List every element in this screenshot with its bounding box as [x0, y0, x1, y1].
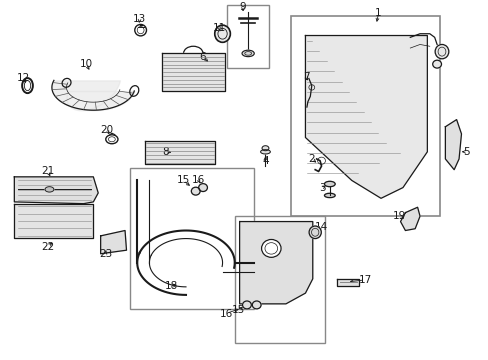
Ellipse shape — [432, 60, 441, 68]
Ellipse shape — [242, 50, 254, 57]
Text: 18: 18 — [164, 281, 178, 291]
Polygon shape — [101, 230, 126, 254]
Text: 22: 22 — [41, 242, 55, 252]
Polygon shape — [400, 207, 419, 230]
Text: 7: 7 — [302, 72, 308, 82]
Ellipse shape — [242, 301, 251, 309]
Ellipse shape — [324, 181, 334, 187]
Text: 15: 15 — [176, 175, 189, 185]
Ellipse shape — [45, 187, 54, 192]
Text: 3: 3 — [319, 183, 325, 193]
Text: 1: 1 — [374, 8, 381, 18]
Text: 6: 6 — [199, 52, 206, 62]
Ellipse shape — [261, 239, 281, 257]
Ellipse shape — [191, 187, 200, 195]
Ellipse shape — [308, 226, 321, 239]
Ellipse shape — [434, 45, 448, 59]
Polygon shape — [336, 279, 358, 286]
Text: 17: 17 — [358, 275, 371, 285]
Polygon shape — [305, 36, 427, 198]
Text: 5: 5 — [462, 147, 468, 157]
Text: 16: 16 — [192, 175, 205, 185]
Text: 13: 13 — [133, 14, 146, 24]
Text: 20: 20 — [100, 125, 113, 135]
Polygon shape — [161, 53, 224, 91]
Polygon shape — [239, 221, 312, 304]
Text: 12: 12 — [17, 73, 30, 84]
Text: 10: 10 — [80, 59, 92, 69]
Text: 4: 4 — [262, 156, 268, 166]
Ellipse shape — [324, 193, 334, 198]
Text: 21: 21 — [41, 166, 55, 176]
Bar — [290, 16, 439, 216]
Text: 2: 2 — [308, 154, 314, 164]
Polygon shape — [14, 177, 98, 204]
Ellipse shape — [198, 184, 207, 192]
Ellipse shape — [214, 25, 230, 42]
Text: 16: 16 — [219, 309, 232, 319]
Text: 11: 11 — [212, 23, 225, 33]
Text: 14: 14 — [314, 222, 327, 232]
Polygon shape — [144, 141, 215, 164]
Polygon shape — [14, 204, 93, 238]
Ellipse shape — [252, 301, 261, 309]
Polygon shape — [445, 120, 461, 170]
Text: 23: 23 — [99, 249, 112, 259]
Bar — [234, 216, 325, 343]
Bar — [130, 168, 254, 309]
Text: 19: 19 — [392, 211, 406, 221]
Ellipse shape — [260, 150, 270, 154]
Text: 8: 8 — [162, 147, 168, 157]
Ellipse shape — [262, 146, 268, 151]
Bar — [227, 5, 268, 68]
Text: 9: 9 — [239, 2, 246, 12]
Text: 15: 15 — [231, 305, 245, 315]
